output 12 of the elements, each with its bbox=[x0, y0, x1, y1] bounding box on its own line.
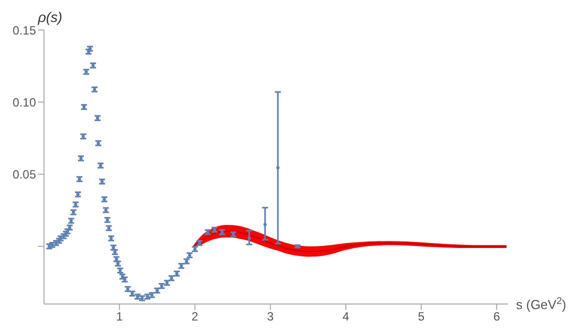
y-tick-label: 0.15 bbox=[12, 23, 36, 38]
x-tick-label: 3 bbox=[267, 310, 274, 324]
x-tick-label: 5 bbox=[418, 310, 425, 324]
x-axis-title: s (GeV$^{2}$) bbox=[516, 296, 566, 312]
x-tick-label: 4 bbox=[342, 310, 350, 324]
x-tick-label: 2 bbox=[192, 310, 199, 324]
y-axis-title: ρ(s) bbox=[37, 9, 62, 25]
y-tick-label: 0.05 bbox=[12, 167, 36, 182]
y-tick-label: 0.10 bbox=[12, 95, 36, 110]
x-tick-label: 1 bbox=[116, 310, 124, 324]
x-tick-label: 6 bbox=[493, 310, 500, 324]
line-series bbox=[192, 230, 507, 252]
